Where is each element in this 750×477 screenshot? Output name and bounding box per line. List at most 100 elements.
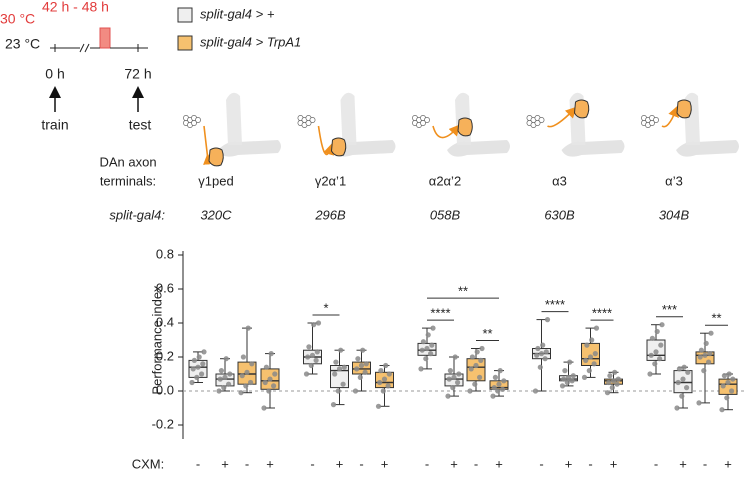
data-point: [544, 317, 551, 323]
data-point: [468, 366, 474, 372]
terminal-label: α2α’2: [429, 173, 461, 188]
cxm-sign: -: [310, 456, 314, 471]
data-point: [657, 356, 663, 362]
data-point: [593, 325, 600, 331]
cxm-sign: -: [359, 456, 363, 471]
cxm-sign: +: [221, 456, 229, 471]
data-point: [501, 378, 507, 384]
data-point: [341, 364, 347, 370]
brain-lobe: [340, 92, 357, 145]
data-point: [447, 368, 453, 374]
data-point: [479, 345, 485, 352]
data-point: [355, 356, 361, 362]
data-point: [648, 352, 654, 358]
data-point: [569, 378, 575, 384]
data-point: [674, 405, 680, 411]
data-point: [352, 388, 359, 394]
data-point: [445, 393, 451, 399]
data-point: [314, 349, 320, 355]
data-point: [419, 347, 425, 353]
data-point: [565, 374, 572, 380]
brain-lobe: [226, 92, 242, 145]
test-label: test: [129, 117, 152, 133]
data-point: [455, 379, 461, 386]
data-point: [491, 385, 497, 391]
data-point: [497, 368, 503, 374]
y-axis-label: Performance index: [149, 285, 164, 395]
data-point: [451, 374, 457, 380]
data-point: [262, 379, 268, 386]
data-point: [492, 374, 498, 380]
data-point: [383, 362, 389, 369]
cell-body: [424, 117, 430, 123]
data-point: [420, 339, 426, 345]
cell-body: [534, 120, 541, 126]
data-point: [658, 342, 664, 348]
data-point: [377, 379, 383, 386]
data-point: [452, 354, 458, 360]
data-point: [653, 349, 659, 355]
data-point: [614, 381, 620, 387]
data-point: [248, 379, 254, 386]
cxm-sign: -: [588, 456, 592, 471]
data-point: [305, 354, 311, 360]
cell-body: [195, 117, 201, 123]
data-point: [567, 359, 573, 365]
line-label: 320C: [200, 207, 232, 222]
terminal-label: γ1ped: [198, 173, 233, 188]
y-tick-label: 0.0: [156, 382, 174, 397]
line-label: 630B: [544, 207, 575, 222]
cell-body: [309, 117, 316, 123]
significance: **: [458, 284, 468, 299]
data-point: [238, 390, 244, 396]
data-point: [542, 356, 548, 362]
cxm-sign: -: [196, 456, 200, 471]
data-point: [226, 381, 232, 387]
data-point: [703, 340, 709, 346]
cell-body: [420, 120, 426, 126]
data-point: [612, 369, 618, 375]
data-point: [592, 351, 598, 357]
data-point: [386, 371, 392, 377]
data-point: [532, 388, 539, 394]
data-point: [268, 351, 274, 357]
data-point: [570, 373, 576, 379]
data-point: [190, 366, 196, 372]
data-point: [559, 383, 566, 389]
significance: ***: [662, 302, 677, 317]
legend-label: split-gal4 > TrpA1: [200, 34, 301, 49]
data-point: [604, 390, 611, 396]
data-point: [478, 357, 484, 363]
terminal-region: [208, 147, 224, 167]
data-point: [721, 373, 728, 379]
y-tick-label: 0.2: [156, 348, 174, 363]
data-point: [586, 368, 592, 374]
y-tick-label: 0.6: [156, 280, 174, 295]
data-point: [194, 374, 200, 380]
data-point: [263, 364, 269, 370]
data-point: [222, 374, 228, 380]
data-point: [424, 345, 430, 352]
data-point: [418, 366, 424, 372]
data-point: [266, 388, 272, 394]
cell-body: [538, 117, 545, 123]
data-point: [697, 354, 703, 360]
data-point: [428, 351, 434, 357]
data-point: [698, 347, 705, 353]
data-point: [313, 357, 319, 363]
significance: ****: [592, 306, 612, 321]
data-point: [249, 361, 255, 367]
data-point: [726, 371, 732, 377]
data-point: [381, 376, 388, 382]
temp-high: 30 °C: [0, 11, 35, 27]
data-point: [472, 381, 478, 387]
data-point: [584, 342, 590, 348]
data-point: [659, 322, 665, 328]
data-point: [561, 376, 567, 382]
brain-lobe: [561, 140, 625, 157]
cxm-sign: +: [336, 456, 344, 471]
data-point: [564, 379, 570, 386]
data-point: [701, 368, 707, 374]
data-point: [332, 371, 338, 377]
